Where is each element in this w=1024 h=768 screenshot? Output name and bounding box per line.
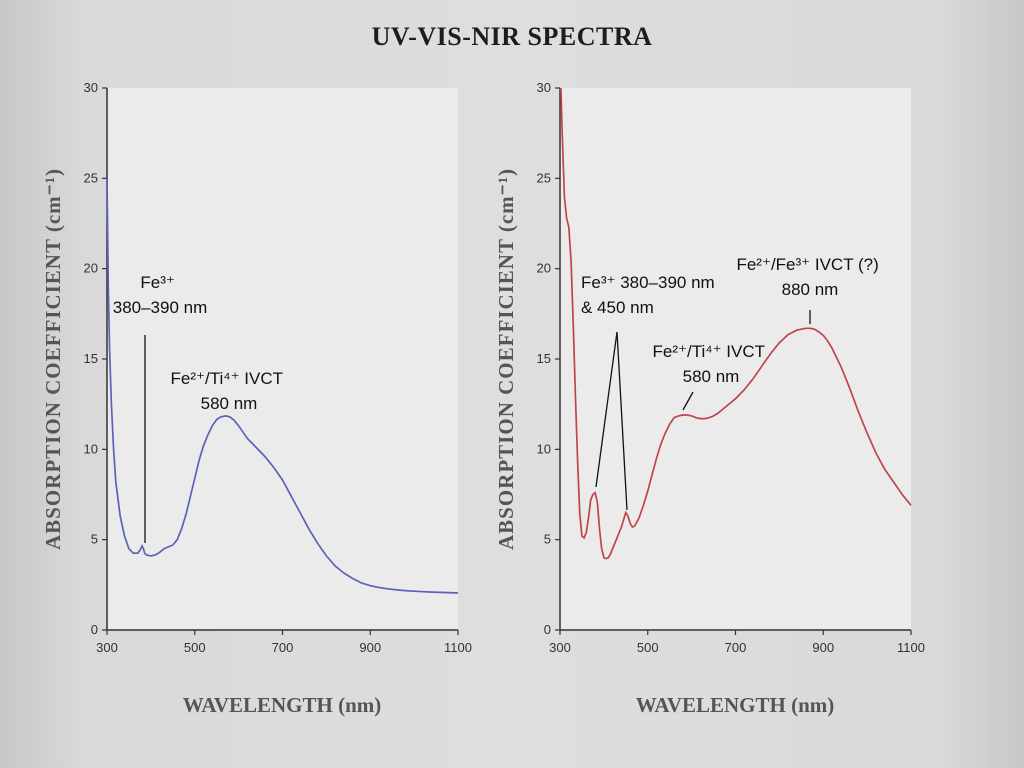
annotation-leader-fe3-b-right (616, 331, 628, 511)
chart-left: 300 500 700 900 1100 0 5 10 15 20 25 30 ABSORPTION … (41, 80, 472, 717)
x-axis-label-left: WAVELENGTH (nm) (183, 693, 382, 717)
y-tick-label: 30 (537, 80, 551, 95)
x-tick-label: 300 (96, 640, 118, 655)
annotation-ivct2-right: Fe²⁺/Fe³⁺ IVCT (?) 880 nm (736, 255, 883, 299)
y-axis-label-left: ABSORPTION COEFFICIENT (cm⁻¹) (41, 168, 65, 550)
x-tick-label: 300 (549, 640, 571, 655)
annotation-ivct-left: Fe²⁺/Ti⁴⁺ IVCT 580 nm (171, 369, 288, 413)
annotation-ivct2-right-line1: Fe²⁺/Fe³⁺ IVCT (?) (736, 255, 878, 274)
x-tick-label: 1100 (897, 640, 925, 655)
series-line-right (560, 87, 912, 560)
ticks-left: 300 500 700 900 1100 0 5 10 15 20 25 30 (84, 80, 472, 655)
x-tick-label: 900 (812, 640, 834, 655)
annotation-fe3-right-line2: & 450 nm (581, 298, 654, 317)
y-tick-label: 0 (91, 622, 98, 637)
series-line-left (106, 178, 459, 594)
annotation-fe3-left: Fe³⁺ 380–390 nm (113, 273, 208, 317)
annotation-fe3-left-line2: 380–390 nm (113, 298, 208, 317)
ticks-right: 300 500 700 900 1100 0 5 10 15 20 25 30 (537, 80, 925, 655)
x-axis-label-right: WAVELENGTH (nm) (636, 693, 835, 717)
plot-area-left (107, 88, 458, 630)
y-tick-label: 15 (84, 351, 98, 366)
y-tick-label: 20 (84, 261, 98, 276)
y-tick-label: 25 (537, 170, 551, 185)
x-tick-label: 500 (637, 640, 659, 655)
y-tick-label: 5 (544, 532, 551, 547)
x-tick-label: 1100 (444, 640, 472, 655)
annotation-ivct-left-line1: Fe²⁺/Ti⁴⁺ IVCT (171, 369, 283, 388)
y-tick-label: 20 (537, 261, 551, 276)
annotation-ivct-right-line2: 580 nm (683, 367, 740, 386)
y-tick-label: 10 (537, 441, 551, 456)
chart-right: 300 500 700 900 1100 0 5 10 15 20 25 30 ABSORPTION … (494, 80, 925, 717)
annotation-leader-ivct-right (682, 391, 694, 411)
annotation-ivct-right: Fe²⁺/Ti⁴⁺ IVCT 580 nm (653, 342, 770, 386)
x-tick-label: 700 (272, 640, 294, 655)
annotation-ivct2-right-line2: 880 nm (782, 280, 839, 299)
annotation-fe3-right: Fe³⁺ 380–390 nm & 450 nm (581, 273, 719, 317)
x-tick-label: 500 (184, 640, 206, 655)
y-tick-label: 15 (537, 351, 551, 366)
y-tick-label: 5 (91, 532, 98, 547)
y-tick-label: 10 (84, 441, 98, 456)
annotation-leader-fe3-a-right (595, 331, 618, 488)
y-tick-label: 30 (84, 80, 98, 95)
annotation-fe3-left-line1: Fe³⁺ (140, 273, 174, 292)
annotation-fe3-right-line1: Fe³⁺ 380–390 nm (581, 273, 715, 292)
y-tick-label: 0 (544, 622, 551, 637)
annotation-ivct-right-line1: Fe²⁺/Ti⁴⁺ IVCT (653, 342, 765, 361)
x-tick-label: 700 (725, 640, 747, 655)
page-title: UV-VIS-NIR SPECTRA (371, 22, 653, 51)
y-axis-label-right: ABSORPTION COEFFICIENT (cm⁻¹) (494, 168, 518, 550)
y-tick-label: 25 (84, 170, 98, 185)
x-tick-label: 900 (359, 640, 381, 655)
annotation-ivct-left-line2: 580 nm (201, 394, 258, 413)
